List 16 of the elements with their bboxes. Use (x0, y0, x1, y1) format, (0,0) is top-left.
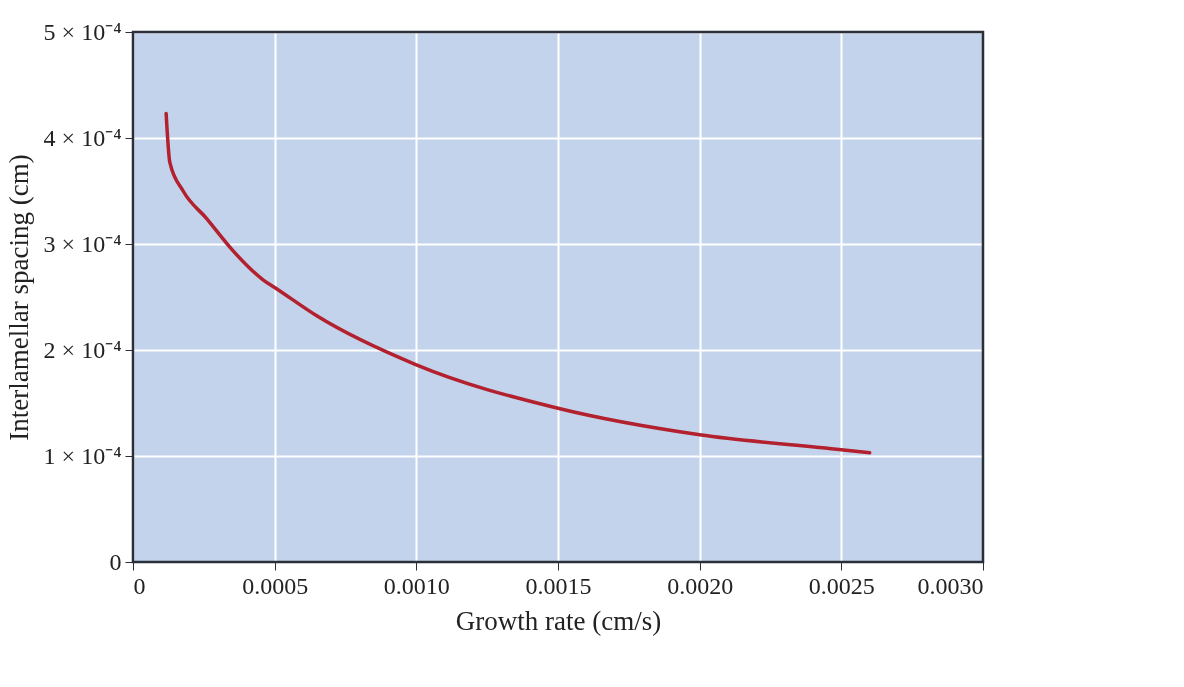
y-tick-label: 2 × 10⁻⁴ (43, 336, 122, 363)
y-tick-label: 5 × 10⁻⁴ (43, 18, 122, 45)
x-tick-label: 0.0030 (917, 572, 984, 599)
x-tick-label: 0.0020 (667, 572, 734, 599)
y-tick-label: 1 × 10⁻⁴ (43, 442, 122, 469)
line-series (164, 111, 872, 455)
x-tick-label: 0.0025 (808, 572, 875, 599)
y-tick-label: 4 × 10⁻⁴ (43, 124, 122, 151)
x-axis-title: Growth rate (cm/s) (455, 605, 662, 636)
y-axis-title: Interlamellar spacing (cm) (3, 154, 34, 441)
x-tick-label: 0 (133, 572, 146, 599)
x-tick-label: 0.0010 (383, 572, 450, 599)
y-tick-label: 3 × 10⁻⁴ (43, 230, 122, 257)
x-tick-label: 0.0005 (242, 572, 309, 599)
y-tick-label: 0 (109, 548, 122, 575)
x-tick-label: 0.0015 (525, 572, 592, 599)
